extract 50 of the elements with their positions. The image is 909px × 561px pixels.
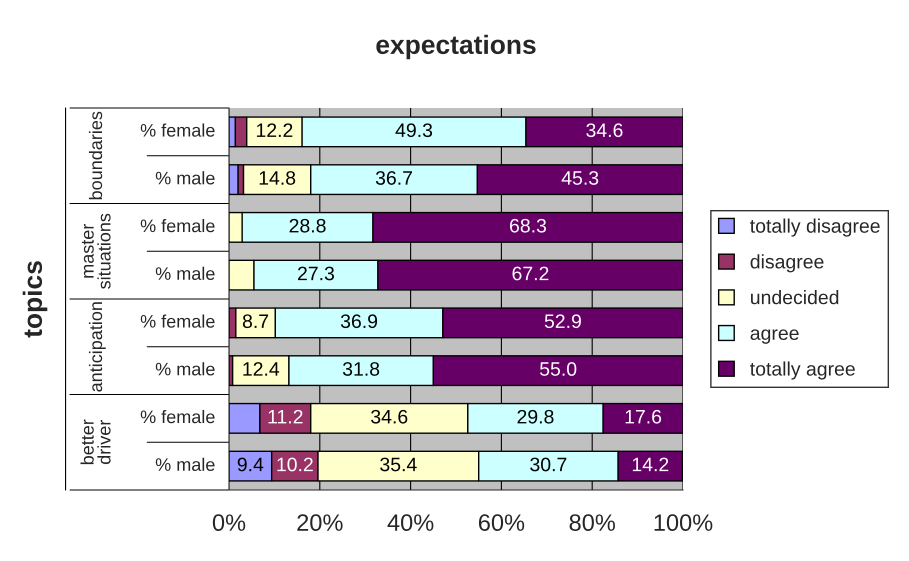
data-label: 34.6: [586, 123, 623, 138]
text: better driver: [80, 419, 111, 464]
data-label: 14.8: [260, 171, 296, 185]
y-tick-label: % male: [156, 362, 215, 376]
data-label: 9.4: [238, 458, 264, 472]
data-label: 55.0: [540, 362, 576, 376]
y-tick-label: % female: [140, 123, 215, 137]
data-label: 29.8: [518, 410, 554, 424]
data-label: 36.9: [340, 314, 378, 328]
legend-label: totally agree: [750, 361, 855, 380]
x-tick-label: 20%: [297, 514, 343, 531]
text: boundaries: [88, 112, 102, 200]
data-label: 8.7: [242, 314, 268, 328]
x-tick-label: 0%: [212, 514, 246, 531]
data-label: 12.4: [243, 362, 280, 376]
data-label: 28.8: [290, 218, 326, 233]
data-label: 34.6: [371, 410, 408, 424]
data-label: 45.3: [562, 171, 598, 185]
y-tick-label: % male: [156, 171, 215, 184]
y-tick-label: % female: [140, 314, 215, 328]
y-axis-title: topics: [22, 261, 48, 338]
data-label: 68.3: [510, 218, 546, 233]
legend-label: totally disagree: [750, 218, 880, 237]
text: master situations: [82, 214, 111, 289]
chart-title: expectations: [376, 34, 536, 60]
data-label: 11.2: [268, 410, 303, 424]
data-label: 31.8: [342, 362, 380, 376]
data-label: 36.7: [376, 171, 412, 185]
data-label: 35.4: [380, 458, 417, 472]
data-label: 49.3: [396, 123, 432, 138]
data-label: 14.2: [632, 458, 668, 472]
y-tick-label: % female: [140, 410, 215, 424]
legend-label: undecided: [751, 290, 838, 304]
data-label: 10.2: [277, 458, 313, 472]
data-label: 17.6: [626, 410, 662, 424]
text: anticipation: [88, 302, 106, 392]
data-label: 27.3: [298, 266, 334, 280]
data-label: 30.7: [530, 458, 566, 472]
data-label: 12.2: [256, 123, 292, 137]
legend-label: disagree: [750, 254, 824, 272]
legend-label: agree: [750, 329, 799, 344]
y-tick-label: % male: [156, 458, 215, 471]
y-tick-label: % female: [140, 218, 215, 232]
data-label: 52.9: [544, 314, 581, 328]
x-tick-label: 40%: [388, 514, 434, 531]
data-label: 67.2: [512, 266, 548, 280]
x-tick-label: 100%: [654, 514, 712, 531]
x-tick-label: 60%: [478, 514, 524, 531]
x-tick-label: 80%: [570, 514, 615, 531]
y-tick-label: % male: [156, 266, 215, 280]
